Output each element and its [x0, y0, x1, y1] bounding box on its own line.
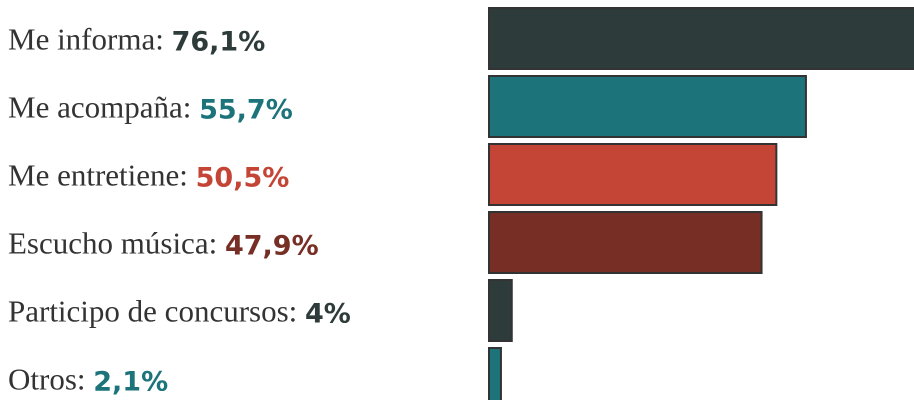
- bar: [488, 7, 914, 70]
- category-label: Me informa:: [8, 22, 164, 57]
- bar-label: Otros: 2,1%: [8, 362, 168, 397]
- bar-label: Participo de concursos: 4%: [8, 294, 351, 329]
- value-label: 4%: [305, 298, 351, 329]
- value-label: 76,1%: [172, 26, 266, 57]
- bar: [488, 211, 763, 274]
- bar-label: Me informa: 76,1%: [8, 22, 265, 57]
- category-label: Participo de concursos:: [8, 294, 297, 329]
- bar-label: Escucho música: 47,9%: [8, 226, 319, 261]
- bar-label: Me acompaña: 55,7%: [8, 90, 293, 125]
- bar: [488, 75, 807, 138]
- value-label: 2,1%: [93, 366, 168, 397]
- category-label: Me entretiene:: [8, 158, 188, 193]
- bar: [488, 347, 502, 400]
- category-label: Otros:: [8, 362, 86, 397]
- bar: [488, 143, 778, 206]
- bar-label: Me entretiene: 50,5%: [8, 158, 289, 193]
- category-label: Escucho música:: [8, 226, 217, 261]
- value-label: 55,7%: [199, 94, 293, 125]
- value-label: 47,9%: [225, 230, 319, 261]
- value-label: 50,5%: [196, 162, 290, 193]
- bar: [488, 279, 513, 342]
- category-label: Me acompaña:: [8, 90, 191, 125]
